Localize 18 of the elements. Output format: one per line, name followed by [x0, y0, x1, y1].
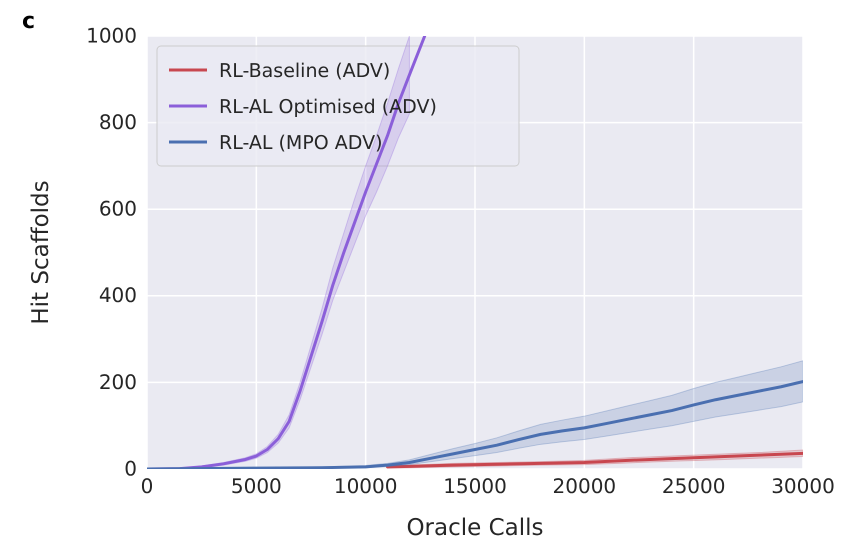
x-tick-label: 0: [140, 474, 154, 498]
x-tick-label: 30000: [771, 474, 835, 498]
y-tick-label: 200: [98, 370, 137, 394]
x-tick-label: 25000: [662, 474, 726, 498]
y-axis-title: Hit Scaffolds: [28, 180, 54, 325]
y-tick-label: 800: [98, 110, 137, 134]
y-tick-label: 1000: [86, 23, 137, 48]
y-tick-label: 0: [124, 456, 137, 480]
x-tick-label: 10000: [334, 474, 398, 498]
x-tick-label: 15000: [443, 474, 507, 498]
y-tick-label: 600: [98, 196, 137, 221]
x-tick-label: 5000: [230, 474, 282, 498]
y-tick-label: 400: [98, 283, 137, 308]
legend-label: RL-AL (MPO ADV): [219, 132, 382, 154]
x-axis-title: Oracle Calls: [406, 515, 544, 541]
legend-label: RL-Baseline (ADV): [219, 60, 390, 82]
x-tick-label: 20000: [552, 474, 616, 498]
chart-title: c: [22, 9, 36, 34]
